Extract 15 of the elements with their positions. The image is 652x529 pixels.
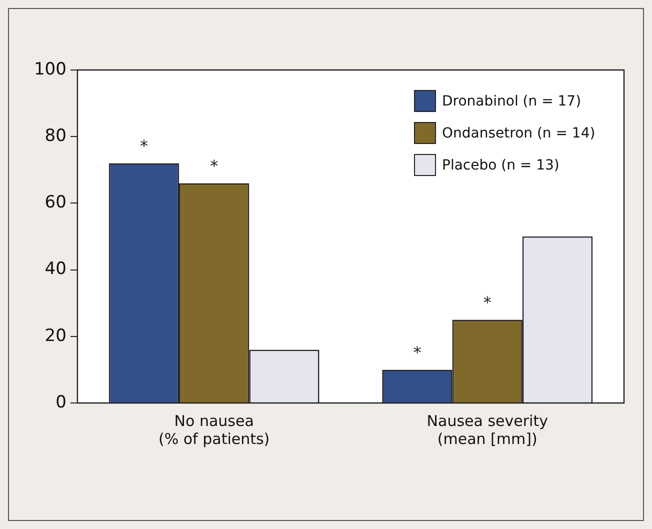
x-tick-label: Nausea severity (mean [mm])	[426, 412, 548, 448]
data-label: *	[413, 342, 422, 362]
x-tick-label: No nausea (% of patients)	[158, 412, 270, 448]
y-tick-label: 20	[44, 326, 66, 346]
y-tick-label: 80	[44, 126, 66, 146]
data-label: *	[483, 292, 492, 312]
legend-label: Dronabinol (n = 17)	[442, 94, 582, 110]
legend-label: Ondansetron (n = 14)	[442, 126, 596, 142]
legend-label: Placebo (n = 13)	[442, 158, 560, 174]
y-tick-label: 0	[56, 392, 66, 412]
y-tick-label: 60	[44, 192, 66, 213]
data-label: *	[140, 136, 148, 156]
y-tick-label: 100	[34, 59, 66, 80]
data-label: *	[210, 156, 218, 176]
y-tick-label: 40	[44, 259, 66, 280]
